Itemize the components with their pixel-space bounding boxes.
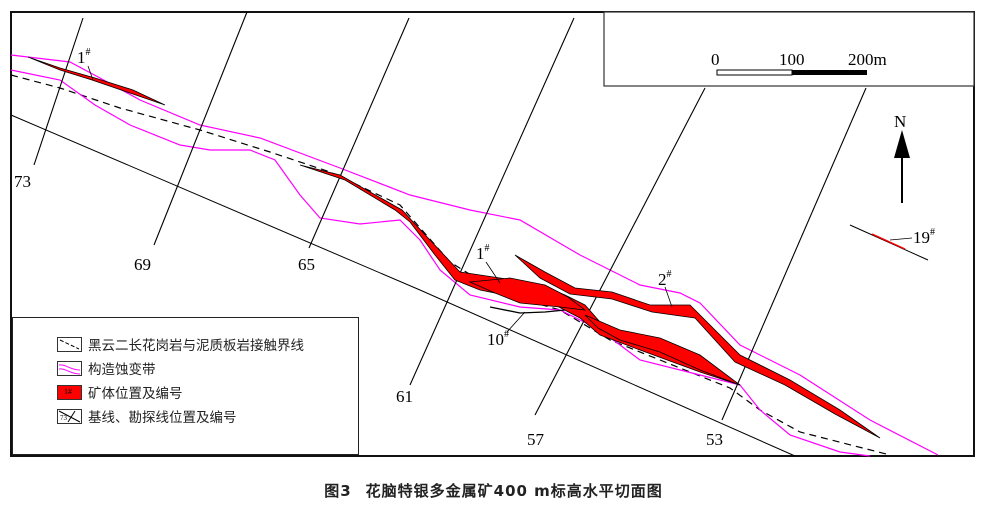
- figure-title: 花脑特银多金属矿400 m标高水平切面图: [365, 482, 663, 500]
- exploration-label-53: 53: [706, 430, 723, 449]
- ore-body-10: [489, 306, 566, 314]
- map-frame: [10, 11, 975, 457]
- ore-label-1-main: 1#: [476, 243, 490, 263]
- legend-item-exploration-line: 73 基线、勘探线位置及编号: [57, 406, 237, 426]
- legend-label: 构造蚀变带: [88, 362, 156, 378]
- exploration-line-69: [153, 11, 248, 246]
- scale-tick-0: 0: [711, 50, 720, 69]
- scale-tick-200: 200m: [848, 50, 887, 69]
- ore-label-2: 2#: [658, 269, 672, 289]
- swatch-text: 1#: [64, 386, 72, 396]
- exploration-line-57: [534, 87, 706, 416]
- exploration-line-53: [721, 87, 867, 421]
- exploration-label-61: 61: [396, 387, 413, 406]
- exploration-line-65: [308, 17, 410, 249]
- ore-body-19-red: [871, 233, 906, 250]
- ore-label-19: 19#: [913, 227, 935, 247]
- legend-item-ore-body: 1# 矿体位置及编号: [57, 382, 183, 402]
- exploration-label-57: 57: [527, 430, 545, 449]
- exploration-label-69: 69: [134, 255, 151, 274]
- leader-2: [664, 286, 673, 308]
- ore-body-1-main: [299, 164, 741, 386]
- exploration-line-61: [409, 17, 575, 386]
- baseline: [10, 114, 796, 457]
- scale-bar-black: [792, 70, 867, 75]
- leader-10: [506, 311, 526, 333]
- ore-body-19: [849, 224, 929, 261]
- ore-body-lower-branch: [584, 314, 741, 386]
- leader-1-main: [485, 261, 501, 284]
- dashed-contact-line-icon: [57, 336, 82, 352]
- north-label: N: [894, 112, 906, 131]
- ore-label-10: 10#: [487, 329, 509, 349]
- ore-body-2: [514, 254, 881, 439]
- ore-body-1-west: [27, 56, 166, 106]
- leader-19: [889, 237, 913, 241]
- legend-item-alteration-zone: 构造蚀变带: [57, 358, 156, 378]
- legend-label: 黑云二长花岗岩与泥质板岩接触界线: [88, 338, 304, 354]
- exploration-label-65: 65: [298, 255, 315, 274]
- legend: 黑云二长花岗岩与泥质板岩接触界线 构造蚀变带 1# 矿体位置及编号 73 基线、…: [12, 317, 359, 455]
- north-arrow-icon: [894, 130, 910, 158]
- leader-1-west: [87, 65, 94, 81]
- alteration-zone-upper: [10, 54, 939, 456]
- legend-label: 矿体位置及编号: [88, 386, 183, 402]
- geological-map: 0 100 200m N 73 69 65 61 57 53 1# 1# 2# …: [10, 11, 975, 457]
- scale-tick-100: 100: [779, 50, 805, 69]
- figure-caption: 图3 花脑特银多金属矿400 m标高水平切面图: [0, 480, 987, 501]
- magenta-wavy-line-icon: [57, 360, 82, 376]
- exploration-line-73: [33, 17, 84, 166]
- ore-body-1-lens: [468, 277, 587, 311]
- red-ore-body-icon: 1#: [57, 384, 82, 400]
- scale-bar-white: [716, 69, 793, 76]
- exploration-label-73: 73: [14, 172, 31, 191]
- ore-label-1-west: 1#: [77, 47, 91, 67]
- figure-number: 图3: [324, 482, 352, 500]
- exploration-line-icon: 73: [57, 408, 82, 424]
- legend-item-contact-line: 黑云二长花岗岩与泥质板岩接触界线: [57, 334, 304, 354]
- legend-label: 基线、勘探线位置及编号: [88, 410, 237, 426]
- swatch-text: 73: [60, 413, 67, 422]
